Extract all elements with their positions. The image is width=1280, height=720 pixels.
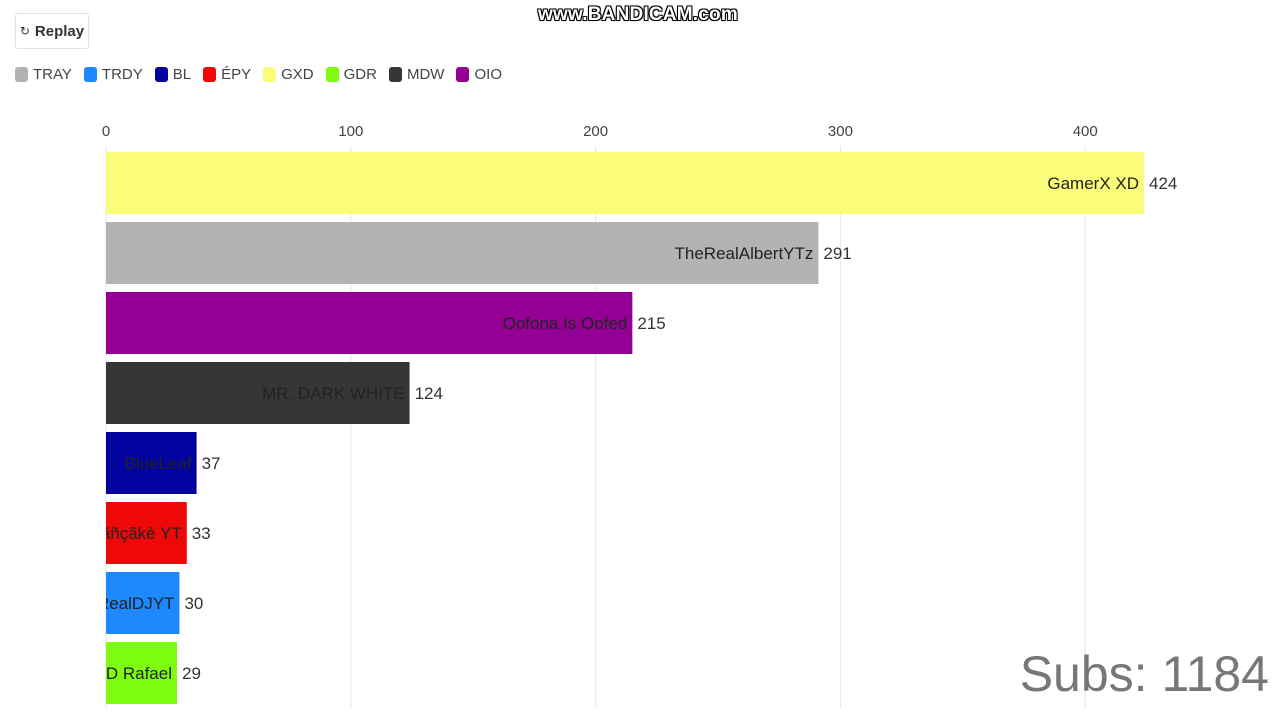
legend-swatch [83, 66, 97, 82]
data-label: 291 [823, 244, 851, 263]
bar [106, 222, 819, 284]
bar [106, 642, 177, 704]
tick-label: 100 [338, 123, 363, 140]
subs-value: 1184 [1161, 646, 1269, 702]
data-label: 37 [202, 454, 221, 473]
data-label: 29 [182, 664, 201, 683]
bar-label: MR. DARK WHITE [262, 384, 405, 403]
bar [106, 572, 180, 634]
bar-label: BlueLeaf [124, 454, 191, 473]
bar-label: TheRealDJYT [68, 594, 175, 613]
tick-label: 0 [102, 123, 110, 140]
legend-swatch [15, 66, 28, 82]
legend-item[interactable]: MDW [388, 65, 445, 83]
legend-item[interactable]: GXD [263, 66, 314, 83]
bar [106, 432, 197, 494]
legend-item[interactable]: BL [154, 65, 192, 83]
bar-label: Pãñçãkè YT [89, 524, 181, 543]
bar [106, 362, 410, 424]
subscriber-counter: Subs: 1184 [1020, 646, 1269, 702]
bar-label: TheRealAlbertYTz [675, 244, 814, 263]
legend-swatch [203, 66, 217, 82]
bar [106, 502, 187, 564]
legend-label: TRDY [101, 65, 143, 83]
legend-swatch [456, 66, 470, 82]
bar-label: GamerX XD [1047, 174, 1139, 193]
replay-icon: ↻ [19, 24, 30, 38]
legend-swatch [325, 66, 339, 82]
data-label: 30 [184, 594, 203, 613]
legend-label: GXD [281, 65, 314, 83]
legend-swatch [388, 66, 402, 82]
bar [106, 292, 633, 354]
legend-swatch [263, 66, 277, 82]
legend-swatch [154, 66, 168, 82]
replay-button[interactable]: ↻ Replay [15, 13, 89, 49]
legend-label: MDW [406, 65, 445, 83]
tick-label: 300 [828, 123, 853, 140]
legend-label: TRAY [33, 65, 72, 83]
bar-label: GD Rafael [93, 664, 172, 683]
tick-label: 400 [1073, 123, 1098, 140]
watermark: www.BANDICAM.com [538, 4, 738, 25]
data-label: 215 [637, 314, 665, 333]
bar-label: Oofona Is Oofed [503, 314, 628, 333]
replay-label: Replay [34, 22, 85, 40]
bar [106, 152, 1144, 214]
legend-label: GDR [343, 65, 377, 83]
data-label: 424 [1149, 174, 1177, 193]
legend-label: ÉPY [221, 65, 252, 83]
tick-label: 200 [583, 123, 608, 140]
legend-item[interactable]: TRDY [83, 65, 143, 83]
data-label: 33 [192, 524, 211, 543]
legend-label: BL [172, 65, 192, 83]
subs-prefix: Subs: [1019, 646, 1148, 702]
legend: TRAY TRDY BL ÉPY GXD GDR MDW OIO [15, 64, 502, 84]
legend-item[interactable]: GDR [325, 65, 377, 83]
legend-item[interactable]: OIO [456, 66, 502, 83]
legend-label: OIO [474, 65, 502, 83]
legend-item[interactable]: ÉPY [203, 66, 251, 83]
data-label: 124 [415, 384, 443, 403]
legend-item[interactable]: TRAY [15, 66, 72, 83]
